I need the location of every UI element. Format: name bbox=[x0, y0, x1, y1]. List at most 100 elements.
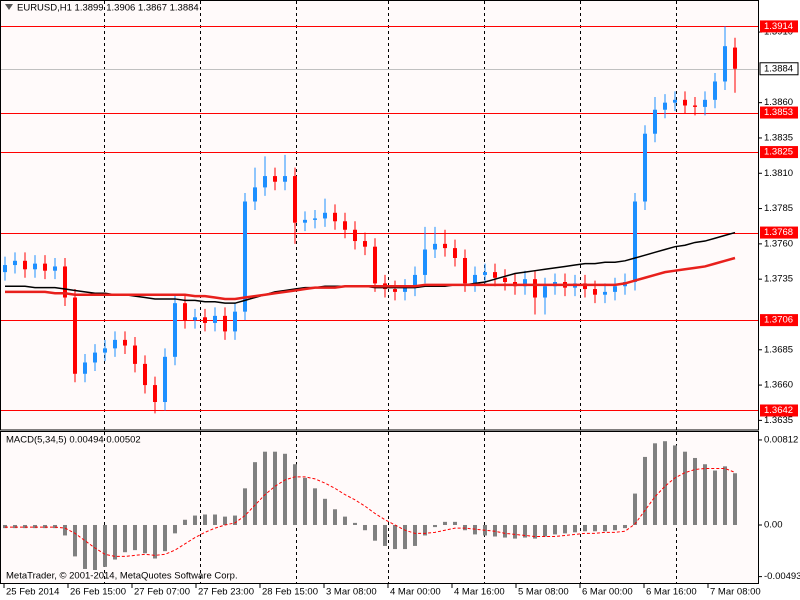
macd-bar bbox=[423, 524, 427, 536]
macd-bar bbox=[563, 524, 567, 534]
candle-body bbox=[673, 99, 677, 103]
macd-bar bbox=[533, 524, 537, 539]
level-label: 1.3825 bbox=[764, 147, 793, 158]
macd-bar bbox=[383, 524, 387, 546]
y-tick-label: 0.00 bbox=[764, 520, 783, 531]
macd-bar bbox=[123, 524, 127, 553]
plot bbox=[3, 26, 737, 571]
macd-bar bbox=[293, 464, 297, 525]
y-tick-label: -0.00493 bbox=[764, 571, 800, 582]
candle-body bbox=[643, 133, 647, 202]
candle-body bbox=[593, 289, 597, 295]
candle-body bbox=[653, 109, 657, 134]
x-tick-label: 5 Mar 08:00 bbox=[518, 587, 569, 598]
macd-bar bbox=[733, 473, 737, 525]
candle-body bbox=[293, 176, 297, 223]
x-tick-label: 4 Mar 16:00 bbox=[454, 587, 505, 598]
x-tick-label: 25 Feb 2014 bbox=[6, 587, 59, 598]
macd-bar bbox=[53, 524, 57, 529]
macd-bar bbox=[413, 524, 417, 546]
level-label-box bbox=[760, 226, 798, 239]
macd-bar bbox=[463, 524, 467, 531]
macd-bar bbox=[453, 521, 457, 525]
macd-bar bbox=[303, 477, 307, 525]
x-tick-label: 6 Mar 16:00 bbox=[646, 587, 697, 598]
candle-body bbox=[543, 286, 547, 298]
candle-body bbox=[633, 201, 637, 282]
candle-body bbox=[533, 279, 537, 298]
x-tick-label: 6 Mar 00:00 bbox=[582, 587, 633, 598]
macd-bar bbox=[323, 498, 327, 525]
macd-bar bbox=[263, 451, 267, 525]
y-tick-label: 1.3660 bbox=[764, 380, 793, 391]
macd-bar bbox=[213, 514, 217, 525]
macd-bar bbox=[43, 524, 47, 529]
macd-bar bbox=[153, 524, 157, 559]
candle-body bbox=[53, 266, 57, 271]
candle-body bbox=[683, 99, 687, 106]
y-tick-label: 1.3760 bbox=[764, 238, 793, 249]
macd-header: MACD(5,34,5) 0.00494 0.00502 bbox=[6, 435, 141, 446]
y-tick-label: 1.3735 bbox=[764, 274, 793, 285]
candle-body bbox=[263, 176, 267, 188]
price-panel bbox=[0, 0, 758, 430]
macd-bar bbox=[693, 457, 697, 525]
candle-body bbox=[703, 99, 707, 107]
grid bbox=[1, 1, 758, 583]
macd-bar bbox=[523, 524, 527, 538]
macd-bar bbox=[513, 524, 517, 539]
macd-bar bbox=[13, 524, 17, 529]
macd-bar bbox=[643, 456, 647, 525]
macd-panel bbox=[0, 432, 758, 583]
candle-body bbox=[153, 385, 157, 403]
level-label-box bbox=[760, 146, 798, 159]
macd-bar bbox=[63, 524, 67, 536]
y-tick-label: 1.3635 bbox=[764, 415, 793, 426]
candle-body bbox=[353, 229, 357, 242]
macd-bar bbox=[473, 524, 477, 535]
macd-bar bbox=[393, 524, 397, 550]
candle-body bbox=[223, 315, 227, 332]
candle-body bbox=[483, 272, 487, 275]
candle-body bbox=[453, 248, 457, 258]
candle-body bbox=[103, 348, 107, 353]
candle-body bbox=[433, 243, 437, 250]
candle-body bbox=[733, 47, 737, 69]
level-label: 1.3914 bbox=[764, 21, 793, 32]
candle-body bbox=[303, 219, 307, 223]
x-tick-label: 26 Feb 15:00 bbox=[70, 587, 126, 598]
price-header: EURUSD,H1 1.3899 1.3906 1.3867 1.3884 bbox=[17, 3, 199, 14]
x-tick-label: 27 Feb 23:00 bbox=[198, 587, 254, 598]
macd-bar bbox=[273, 451, 277, 525]
macd-bar bbox=[653, 443, 657, 525]
level-label: 1.3642 bbox=[764, 405, 793, 416]
candle-body bbox=[203, 317, 207, 323]
candle-body bbox=[713, 81, 717, 100]
macd-bar bbox=[543, 524, 547, 537]
level-label-box bbox=[760, 314, 798, 327]
macd-bar bbox=[503, 524, 507, 538]
macd-bar bbox=[583, 524, 587, 532]
price-frame bbox=[0, 0, 759, 431]
macd-bar bbox=[573, 524, 577, 533]
candle-body bbox=[373, 246, 377, 284]
macd-bar bbox=[103, 524, 107, 567]
macd-bar bbox=[373, 524, 377, 541]
macd-bar bbox=[343, 516, 347, 525]
candle-body bbox=[213, 315, 217, 323]
macd-bar bbox=[143, 524, 147, 554]
macd-bar bbox=[613, 524, 617, 531]
level-label: 1.3706 bbox=[764, 315, 793, 326]
candle-body bbox=[33, 263, 37, 270]
macd-bar bbox=[3, 524, 7, 529]
candle-body bbox=[273, 176, 277, 182]
candle-body bbox=[473, 274, 477, 284]
candle-body bbox=[243, 201, 247, 312]
level-label: 1.3853 bbox=[764, 107, 793, 118]
candle-body bbox=[133, 345, 137, 364]
moving-average bbox=[5, 256, 736, 301]
macd-bar bbox=[723, 466, 727, 525]
y-tick-label: 0.00812 bbox=[764, 434, 798, 445]
